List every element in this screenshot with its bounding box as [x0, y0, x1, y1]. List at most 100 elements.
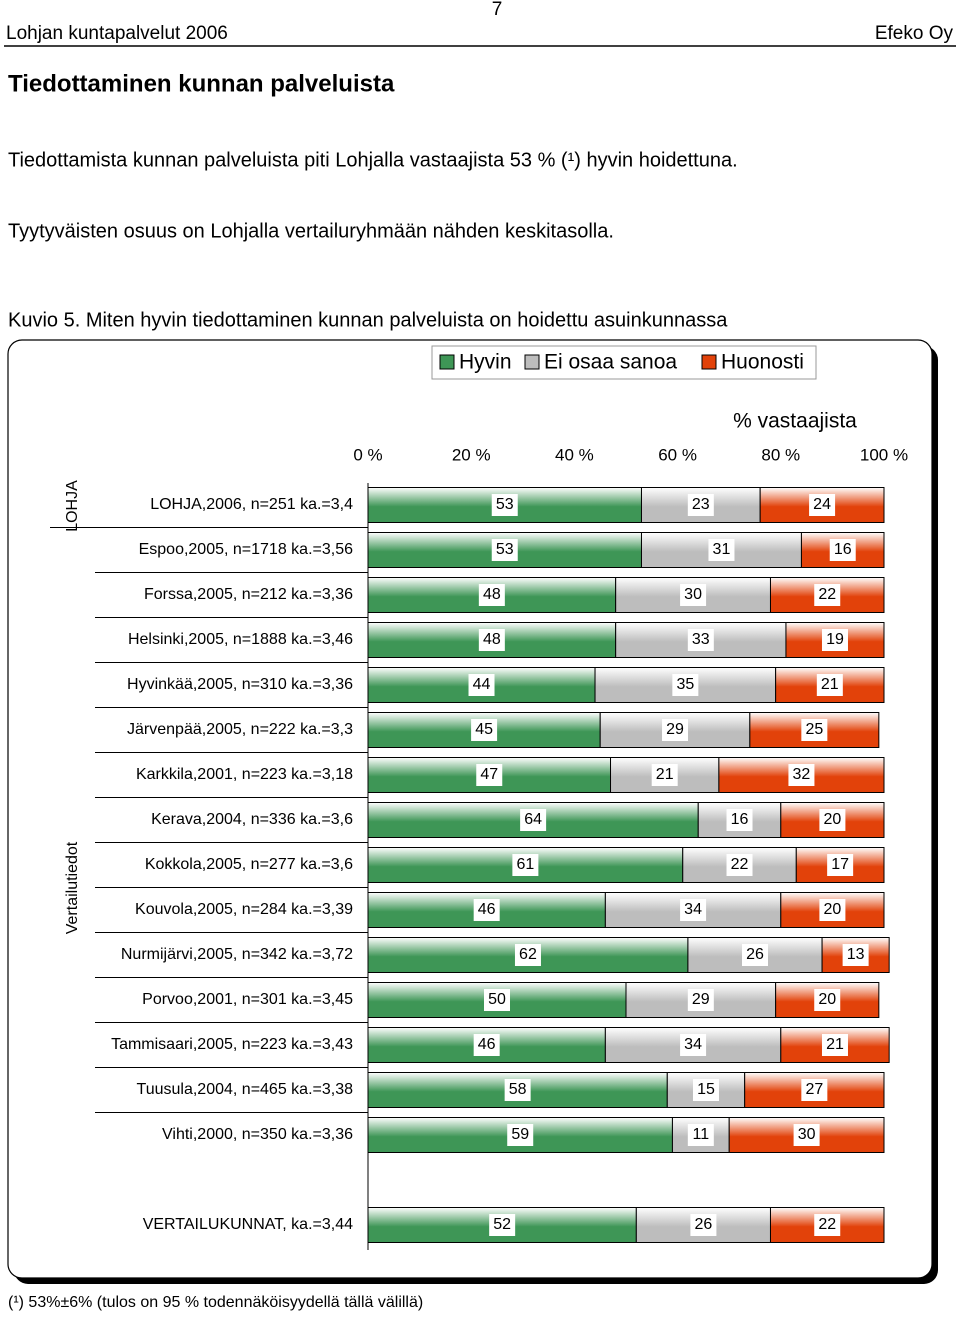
value-label: 23 — [692, 496, 710, 513]
value-label: 21 — [656, 766, 674, 783]
value-label: 24 — [813, 496, 831, 513]
value-label-bg — [478, 584, 505, 606]
value-label: 30 — [798, 1126, 816, 1143]
value-label: 44 — [473, 676, 491, 693]
value-label: 58 — [509, 1081, 527, 1098]
bar-segment — [640, 532, 802, 568]
value-label-bg — [476, 764, 503, 786]
value-label-bg — [814, 584, 841, 606]
value-label-bg — [471, 719, 498, 741]
x-tick-label: 80 % — [761, 445, 800, 464]
value-label: 26 — [695, 1216, 713, 1233]
value-label-bg — [468, 674, 495, 696]
value-label: 19 — [826, 631, 844, 648]
value-label-bg — [672, 674, 699, 696]
value-label: 22 — [818, 1216, 836, 1233]
y-tick-label: Kokkola,2005, n=277 ka.=3,6 — [145, 856, 353, 873]
y-tick-label: Kouvola,2005, n=284 ka.=3,39 — [135, 901, 353, 918]
y-tick-label: Forssa,2005, n=212 ka.=3,36 — [144, 586, 353, 603]
legend-label: Huonosti — [721, 351, 804, 374]
value-label: 16 — [731, 811, 749, 828]
x-tick-label: 0 % — [353, 445, 382, 464]
x-tick-label: 20 % — [452, 445, 491, 464]
y-tick-label: Espoo,2005, n=1718 ka.=3,56 — [139, 541, 354, 558]
value-label: 46 — [478, 901, 496, 918]
value-label: 20 — [818, 991, 836, 1008]
y-tick-label: Hyvinkää,2005, n=310 ka.=3,36 — [127, 676, 353, 693]
value-label: 29 — [692, 991, 710, 1008]
value-label: 34 — [684, 1036, 702, 1053]
value-label-bg — [514, 944, 541, 966]
value-label: 26 — [746, 946, 764, 963]
y-tick-label: Järvenpää,2005, n=222 ka.=3,3 — [127, 721, 353, 738]
value-label: 29 — [666, 721, 684, 738]
value-label-bg — [478, 629, 505, 651]
value-label-bg — [829, 539, 856, 561]
value-label: 62 — [519, 946, 537, 963]
y-tick-label: Kerava,2004, n=336 ka.=3,6 — [151, 811, 353, 828]
y-tick-label: Tammisaari,2005, n=223 ka.=3,43 — [111, 1036, 353, 1053]
value-label-bg — [687, 494, 714, 516]
value-label-bg — [793, 1124, 820, 1146]
value-label-bg — [708, 539, 735, 561]
x-tick-label: 60 % — [658, 445, 697, 464]
value-label-bg — [507, 1124, 534, 1146]
value-label-bg — [816, 674, 843, 696]
value-label: 20 — [824, 901, 842, 918]
value-label-bg — [680, 1034, 707, 1056]
value-label: 46 — [478, 1036, 496, 1053]
page-number: 7 — [492, 0, 503, 20]
y-tick-label: Vihti,2000, n=350 ka.=3,36 — [162, 1126, 353, 1143]
group-label: Vertailutiedot — [64, 841, 81, 934]
value-label-bg — [484, 989, 510, 1011]
value-label: 61 — [516, 856, 534, 873]
value-label-bg — [662, 719, 689, 741]
value-label: 53 — [496, 496, 514, 513]
value-label-bg — [520, 809, 547, 831]
value-label-bg — [842, 944, 869, 966]
header-left: Lohjan kuntapalvelut 2006 — [6, 23, 228, 44]
value-label: 45 — [475, 721, 493, 738]
legend-box — [431, 345, 817, 380]
y-tick-label: Helsinki,2005, n=1888 ka.=3,46 — [128, 631, 353, 648]
value-label: 48 — [483, 586, 501, 603]
value-label: 21 — [826, 1036, 844, 1053]
value-label: 59 — [511, 1126, 529, 1143]
x-tick-label: 40 % — [555, 445, 594, 464]
value-label: 30 — [684, 586, 702, 603]
value-label-bg — [692, 1079, 719, 1101]
value-label: 13 — [847, 946, 865, 963]
value-label-bg — [819, 809, 846, 831]
legend-swatch — [524, 354, 540, 370]
value-label-bg — [680, 584, 707, 606]
y-tick-label: Porvoo,2001, n=301 ka.=3,45 — [142, 991, 353, 1008]
bar-segment — [749, 712, 880, 748]
y-tick-label: LOHJA,2006, n=251 ka.=3,4 — [150, 496, 353, 513]
value-label-bg — [687, 629, 714, 651]
value-label: 33 — [692, 631, 710, 648]
value-label-bg — [690, 1214, 717, 1236]
value-label-bg — [491, 539, 518, 561]
value-label-bg — [819, 899, 846, 921]
value-label: 50 — [488, 991, 506, 1008]
paragraph: Tyytyväisten osuus on Lohjalla vertailur… — [8, 220, 614, 242]
value-label-bg — [726, 809, 753, 831]
value-label-bg — [512, 854, 539, 876]
value-label-bg — [726, 854, 753, 876]
value-label-bg — [814, 989, 841, 1011]
value-label-bg — [801, 719, 828, 741]
value-label: 17 — [831, 856, 849, 873]
value-label: 53 — [496, 541, 514, 558]
y-tick-label: VERTAILUKUNNAT, ka.=3,44 — [143, 1216, 353, 1233]
group-label: LOHJA — [64, 480, 81, 532]
value-label: 15 — [697, 1081, 715, 1098]
value-label: 48 — [483, 631, 501, 648]
value-label: 11 — [693, 1126, 710, 1143]
footnote: (¹) 53%±6% (tulos on 95 % todennäköisyyd… — [8, 1294, 423, 1311]
legend-swatch — [439, 354, 455, 370]
value-label-bg — [742, 944, 768, 966]
value-label-bg — [801, 1079, 828, 1101]
value-label: 52 — [493, 1216, 511, 1233]
value-label-bg — [680, 899, 707, 921]
